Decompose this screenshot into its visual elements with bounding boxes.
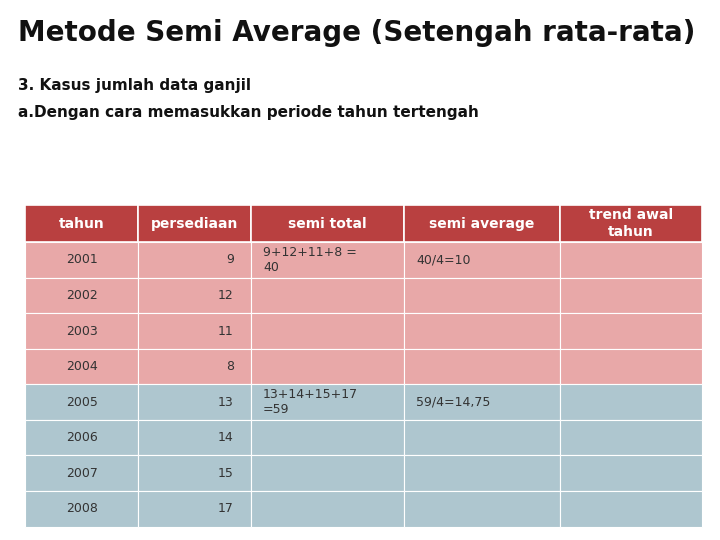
Text: trend awal
tahun: trend awal tahun bbox=[589, 208, 673, 239]
Bar bbox=[404, 384, 560, 420]
Text: 15: 15 bbox=[218, 467, 234, 480]
Bar bbox=[560, 313, 702, 349]
Text: a.Dengan cara memasukkan periode tahun tertengah: a.Dengan cara memasukkan periode tahun t… bbox=[18, 105, 479, 120]
Text: 13+14+15+17
=59: 13+14+15+17 =59 bbox=[263, 388, 358, 416]
Text: 3. Kasus jumlah data ganjil: 3. Kasus jumlah data ganjil bbox=[18, 78, 251, 93]
Text: 2002: 2002 bbox=[66, 289, 97, 302]
Bar bbox=[25, 242, 138, 278]
Text: 40/4=10: 40/4=10 bbox=[416, 253, 471, 266]
Bar bbox=[25, 313, 138, 349]
Text: 8: 8 bbox=[226, 360, 234, 373]
Bar bbox=[404, 242, 560, 278]
Bar bbox=[560, 205, 702, 242]
Bar bbox=[404, 349, 560, 384]
Text: 13: 13 bbox=[218, 396, 234, 409]
Text: 14: 14 bbox=[218, 431, 234, 444]
Text: persediaan: persediaan bbox=[150, 217, 238, 231]
Bar bbox=[251, 455, 404, 491]
Text: 2004: 2004 bbox=[66, 360, 97, 373]
Bar bbox=[404, 455, 560, 491]
Bar bbox=[560, 491, 702, 526]
Bar bbox=[251, 278, 404, 313]
Bar bbox=[251, 420, 404, 455]
Bar bbox=[404, 205, 560, 242]
Bar bbox=[404, 278, 560, 313]
Text: 2003: 2003 bbox=[66, 325, 97, 338]
Bar bbox=[138, 242, 251, 278]
Bar bbox=[138, 420, 251, 455]
Bar bbox=[251, 205, 404, 242]
Bar bbox=[404, 420, 560, 455]
Text: 17: 17 bbox=[218, 502, 234, 515]
Bar bbox=[25, 491, 138, 526]
Text: 2008: 2008 bbox=[66, 502, 97, 515]
Bar bbox=[251, 384, 404, 420]
Text: tahun: tahun bbox=[59, 217, 104, 231]
Bar bbox=[560, 278, 702, 313]
Bar bbox=[138, 313, 251, 349]
Text: semi total: semi total bbox=[288, 217, 366, 231]
Bar bbox=[251, 349, 404, 384]
Bar bbox=[138, 384, 251, 420]
Bar bbox=[25, 205, 138, 242]
Bar bbox=[560, 349, 702, 384]
Bar bbox=[25, 384, 138, 420]
Bar bbox=[25, 278, 138, 313]
Text: Metode Semi Average (Setengah rata-rata): Metode Semi Average (Setengah rata-rata) bbox=[18, 19, 696, 47]
Text: 59/4=14,75: 59/4=14,75 bbox=[416, 396, 490, 409]
Bar bbox=[560, 455, 702, 491]
Text: 11: 11 bbox=[218, 325, 234, 338]
Bar bbox=[404, 491, 560, 526]
Bar bbox=[138, 205, 251, 242]
Bar bbox=[404, 313, 560, 349]
Bar bbox=[138, 455, 251, 491]
Bar bbox=[25, 420, 138, 455]
Bar bbox=[25, 349, 138, 384]
Text: 9: 9 bbox=[226, 253, 234, 266]
Bar bbox=[560, 420, 702, 455]
Bar bbox=[560, 384, 702, 420]
Bar bbox=[251, 313, 404, 349]
Bar bbox=[560, 242, 702, 278]
Text: 9+12+11+8 =
40: 9+12+11+8 = 40 bbox=[263, 246, 357, 274]
Text: 2005: 2005 bbox=[66, 396, 97, 409]
Text: 12: 12 bbox=[218, 289, 234, 302]
Text: 2007: 2007 bbox=[66, 467, 97, 480]
Text: 2006: 2006 bbox=[66, 431, 97, 444]
Bar bbox=[138, 349, 251, 384]
Bar bbox=[138, 491, 251, 526]
Text: 2001: 2001 bbox=[66, 253, 97, 266]
Bar bbox=[251, 242, 404, 278]
Bar bbox=[138, 278, 251, 313]
Bar bbox=[25, 455, 138, 491]
Bar bbox=[251, 491, 404, 526]
Text: semi average: semi average bbox=[429, 217, 534, 231]
